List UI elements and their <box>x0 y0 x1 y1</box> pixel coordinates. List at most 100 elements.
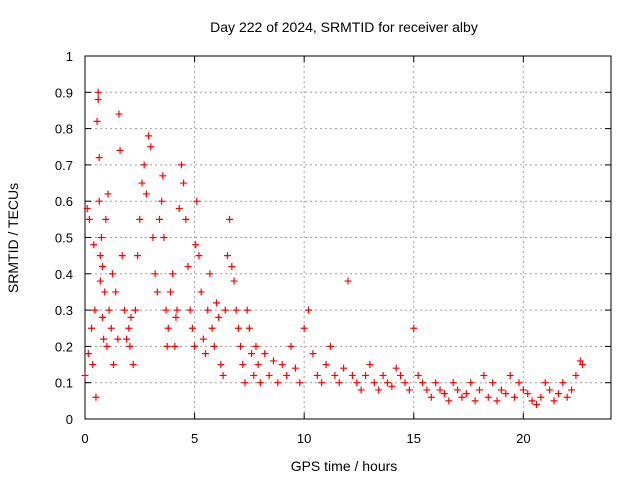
data-point-marker <box>423 386 431 394</box>
data-point-marker <box>127 313 135 321</box>
data-point-marker <box>90 241 98 249</box>
data-point-marker <box>449 379 457 387</box>
data-point-marker <box>88 324 96 332</box>
data-point-marker <box>427 393 435 401</box>
data-point-marker <box>96 277 104 285</box>
data-point-marker <box>366 361 374 369</box>
data-point-marker <box>93 117 101 125</box>
data-point-marker <box>91 306 99 314</box>
data-point-marker <box>126 342 134 350</box>
data-point-marker <box>241 379 249 387</box>
data-point-marker <box>177 161 185 169</box>
data-point-marker <box>163 342 171 350</box>
x-axis-ticks: 0 5 10 15 20 <box>81 56 531 446</box>
data-point-marker <box>572 371 580 379</box>
data-point-marker <box>454 386 462 394</box>
y-tick-label: 0.4 <box>55 267 73 282</box>
data-point-marker <box>134 252 142 260</box>
data-point-marker <box>108 270 116 278</box>
data-point-marker <box>405 386 413 394</box>
y-tick-label: 0.1 <box>55 376 73 391</box>
data-point-marker <box>92 393 100 401</box>
data-point-marker <box>197 288 205 296</box>
data-point-marker <box>84 350 92 358</box>
data-point-marker <box>230 277 238 285</box>
data-point-marker <box>96 252 104 260</box>
data-point-marker <box>95 197 103 205</box>
data-point-marker <box>309 350 317 358</box>
data-point-marker <box>175 204 183 212</box>
data-point-marker <box>180 179 188 187</box>
data-point-marker <box>112 288 120 296</box>
y-tick-label: 0.5 <box>55 231 73 246</box>
data-point-marker <box>287 342 295 350</box>
data-point-marker <box>432 379 440 387</box>
data-point-marker <box>348 371 356 379</box>
data-point-marker <box>221 306 229 314</box>
data-point-marker <box>97 234 105 241</box>
data-point-marker <box>296 379 304 387</box>
x-axis-label: GPS time / hours <box>291 458 398 474</box>
data-point-marker <box>206 270 214 278</box>
data-point-marker <box>118 252 126 260</box>
x-tick-label: 15 <box>407 431 421 446</box>
data-point-marker <box>234 324 242 332</box>
data-point-marker <box>94 88 102 96</box>
data-point-marker <box>278 361 286 369</box>
x-tick-label: 20 <box>516 431 530 446</box>
data-point-marker <box>142 190 150 198</box>
data-point-marker <box>105 306 113 314</box>
data-point-marker <box>129 361 137 369</box>
data-point-marker <box>226 215 234 223</box>
data-point-marker <box>102 215 110 223</box>
data-point-marker <box>410 324 418 332</box>
data-point-marker <box>554 390 562 398</box>
data-point-marker <box>252 342 260 350</box>
data-point-marker <box>515 379 523 387</box>
data-point-marker <box>445 397 453 405</box>
data-point-marker <box>300 324 308 332</box>
data-point-marker <box>239 361 247 369</box>
data-point-marker <box>153 288 161 296</box>
data-point-marker <box>335 379 343 387</box>
data-point-marker <box>318 379 326 387</box>
data-point-marker <box>250 371 258 379</box>
data-point-marker <box>476 386 483 394</box>
data-point-marker <box>160 234 168 241</box>
data-point-marker <box>467 379 475 387</box>
data-point-marker <box>243 306 251 314</box>
data-point-marker <box>188 324 196 332</box>
y-tick-label: 0.2 <box>55 339 73 354</box>
data-point-marker <box>480 371 488 379</box>
data-point-marker <box>471 397 479 405</box>
data-point-marker <box>228 263 236 271</box>
data-point-marker <box>254 361 262 369</box>
data-point-marker <box>353 379 361 387</box>
data-point-marker <box>362 371 370 379</box>
data-point-marker <box>186 306 194 314</box>
y-axis-ticks: 0 0.1 0.2 0.3 0.4 0.5 0.6 0.7 0.8 0.9 1 <box>55 49 611 427</box>
y-axis-label: SRMTID / TECUs <box>5 183 21 293</box>
data-point-marker <box>489 379 497 387</box>
data-point-marker <box>322 361 330 369</box>
x-tick-label: 0 <box>81 431 88 446</box>
data-point-marker <box>104 190 112 198</box>
data-point-marker <box>184 263 192 271</box>
data-point-marker <box>204 306 212 314</box>
data-point-marker <box>213 299 220 307</box>
data-point-marker <box>173 306 181 314</box>
data-point-marker <box>357 386 365 394</box>
data-point-marker <box>164 324 172 332</box>
data-point-marker <box>576 357 584 365</box>
data-point-marker <box>458 393 466 401</box>
data-point-marker <box>182 215 190 223</box>
data-point-marker <box>101 288 109 296</box>
data-point-marker <box>115 110 123 118</box>
data-point-marker <box>95 154 103 162</box>
data-point-marker <box>89 361 97 369</box>
y-tick-label: 0.9 <box>55 85 73 100</box>
data-point-marker <box>202 350 210 358</box>
data-point-marker <box>248 350 256 358</box>
data-point-marker <box>511 393 519 401</box>
